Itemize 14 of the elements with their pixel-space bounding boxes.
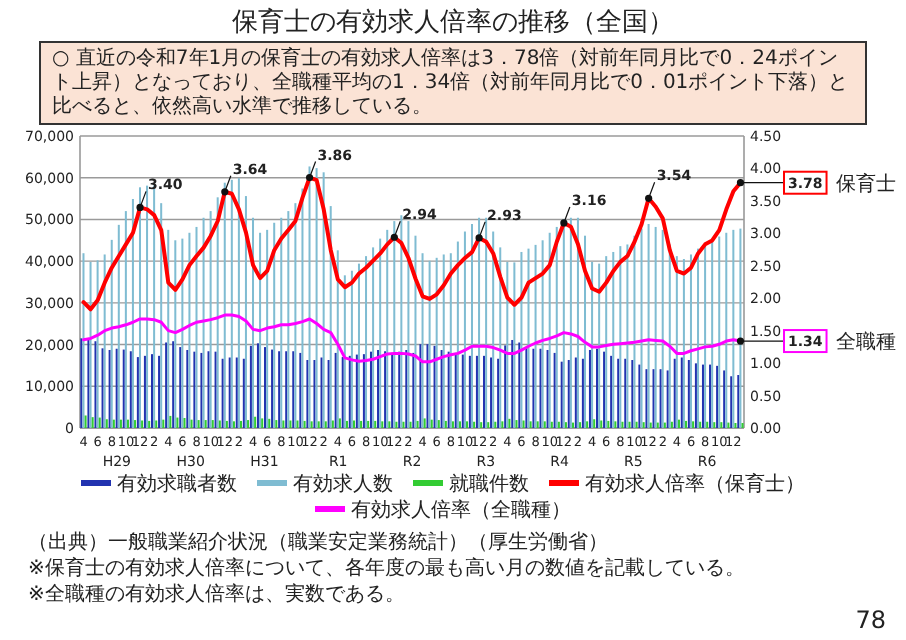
legend-label: 有効求人倍率（全職種） <box>351 498 571 522</box>
text: （出典）一般職業紹介状況（職業安定業務統計）（厚生労働省） <box>28 530 608 554</box>
chart-subtitle: ○ 直近の令和7年1月の保育士の有効求人倍率は3．78倍（対前年同月比で0．24ポイント上昇）となっており、全職種平均の1．34倍（対前年同月比で0．01ポイント下落）と比べると、依然高い水準で推移している。 <box>52 46 849 118</box>
text: 78 <box>855 606 886 634</box>
chart-title: 保育士の有効求人倍率の推移（全国） <box>232 6 674 38</box>
legend-label: 有効求職者数 <box>117 472 237 496</box>
text: ※全職種の有効求人倍率は、実数である。 <box>28 582 405 606</box>
line-series <box>81 173 745 312</box>
legend-label: 就職件数 <box>449 472 529 496</box>
text: 全職種 <box>836 330 896 355</box>
legend-label: 有効求人倍率（保育士） <box>585 472 805 496</box>
text: ※保育士の有効求人倍率について、各年度の最も高い月の数値を記載している。 <box>28 556 745 580</box>
text: 保育士 <box>836 171 896 196</box>
legend-label: 有効求人数 <box>293 472 393 496</box>
